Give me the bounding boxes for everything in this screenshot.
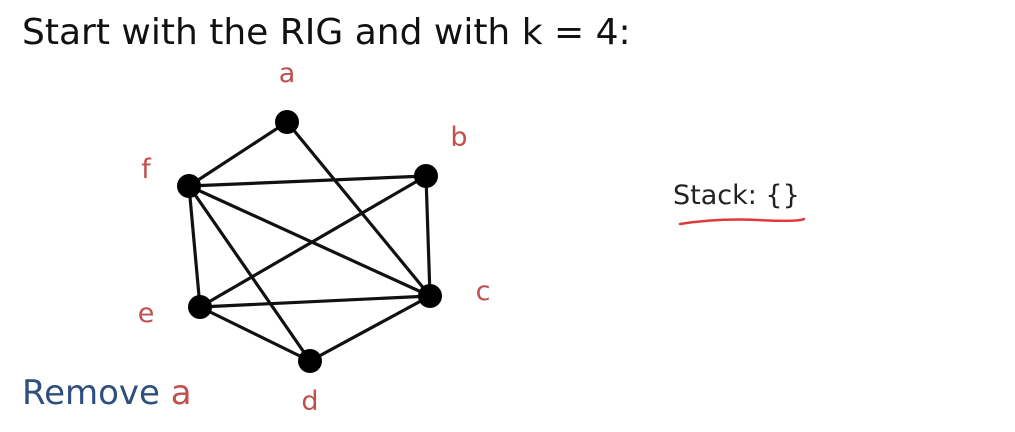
node-label-a: a <box>279 58 296 89</box>
node-label-e: e <box>138 298 155 329</box>
node-c <box>418 284 442 308</box>
graph-labels: a b c d e f <box>138 58 491 417</box>
node-label-f: f <box>141 154 152 185</box>
node-f <box>177 174 201 198</box>
graph-nodes <box>177 110 442 373</box>
edge-a-c <box>285 120 432 298</box>
node-b <box>414 164 438 188</box>
edge-f-c <box>187 184 432 298</box>
slide-title: Start with the RIG and with k = 4: <box>22 12 631 53</box>
node-label-c: c <box>476 276 491 307</box>
node-e <box>188 295 212 319</box>
action-verb: Remove <box>22 373 160 413</box>
edge-b-c <box>424 174 432 298</box>
stack-underline <box>678 217 806 226</box>
edge-c-d <box>308 294 432 363</box>
node-d <box>298 349 322 373</box>
edge-f-e <box>187 184 202 309</box>
stack-label: Stack: {} <box>673 180 800 211</box>
edge-f-b <box>187 174 428 188</box>
node-label-d: d <box>301 386 318 417</box>
graph-edges <box>187 120 432 363</box>
action-target: a <box>170 373 192 413</box>
action-caption: Remove a <box>22 373 192 413</box>
edge-b-e <box>198 174 428 309</box>
edge-e-c <box>198 294 432 309</box>
edge-e-d <box>198 305 312 363</box>
node-a <box>275 110 299 134</box>
edge-a-f <box>187 120 289 188</box>
node-label-b: b <box>450 122 467 153</box>
edge-f-d <box>187 184 312 363</box>
